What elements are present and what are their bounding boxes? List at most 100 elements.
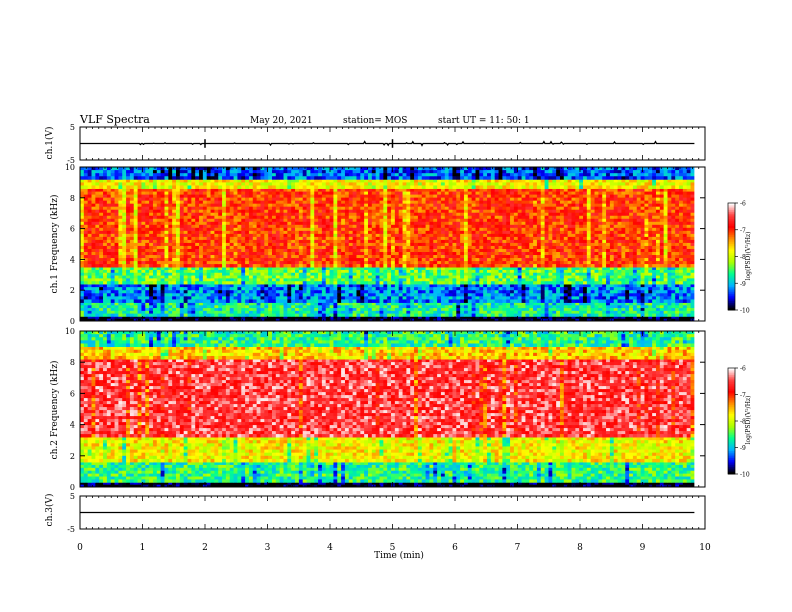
spectrogram-cell	[248, 293, 254, 297]
spectrogram-cell	[268, 267, 273, 271]
spectrogram-cell	[199, 236, 204, 241]
spectrogram-cell	[222, 296, 227, 300]
spectrogram-cell	[110, 248, 115, 253]
spectrogram-cell	[160, 230, 165, 235]
spectrogram-cell	[80, 209, 85, 214]
spectrogram-cell	[329, 293, 334, 297]
spectrogram-cell	[210, 293, 215, 297]
spectrogram-cell	[652, 267, 657, 271]
spectrogram-cell	[318, 224, 323, 229]
spectrogram-cell	[214, 197, 219, 202]
spectrogram-cell	[80, 255, 85, 259]
spectrogram-cell	[172, 245, 177, 250]
spectrogram-cell	[302, 215, 307, 220]
spectrogram-cell	[118, 197, 123, 202]
spectrogram-cell	[83, 245, 89, 250]
spectrogram-cell	[671, 299, 676, 303]
spectrogram-cell	[245, 258, 250, 262]
spectrogram-cell	[563, 313, 569, 317]
spectrogram-cell	[444, 296, 450, 300]
spectrogram-cell	[410, 296, 415, 300]
spectrogram-cell	[87, 197, 92, 202]
spectrogram-cell	[183, 224, 188, 229]
spectrogram-cell	[667, 267, 672, 271]
spectrogram-cell	[333, 258, 338, 262]
spectrogram-cell	[145, 203, 150, 208]
spectrogram-cell	[149, 313, 154, 317]
spectrogram-cell	[141, 281, 146, 285]
spectrogram-cell	[214, 299, 219, 303]
spectrogram-cell	[298, 215, 304, 220]
spectrogram-cell	[183, 233, 188, 238]
spectrogram-cell	[325, 197, 330, 202]
spectrogram-cell	[291, 245, 296, 250]
spectrogram-cell	[506, 293, 511, 297]
spectrogram-cell	[394, 287, 400, 291]
spectrogram-cell	[99, 206, 104, 211]
spectrogram-cell	[210, 308, 215, 312]
spectrogram-cell	[536, 302, 542, 306]
spectrogram-cell	[318, 302, 323, 306]
spectrogram-cell	[579, 308, 584, 312]
spectrogram-cell	[583, 290, 588, 294]
spectrogram-cell	[172, 209, 177, 214]
spectrogram-cell	[256, 310, 261, 315]
spectrogram-cell	[318, 264, 323, 268]
spectrogram-cell	[202, 206, 208, 211]
spectrogram-cell	[168, 194, 173, 199]
spectrogram-cell	[667, 296, 672, 300]
spectrogram-cell	[321, 255, 327, 259]
spectrogram-cell	[540, 287, 546, 291]
spectrogram-cell	[567, 293, 572, 297]
spectrogram-cell	[594, 275, 599, 279]
spectrogram-cell	[126, 313, 131, 317]
spectrogram-cell	[391, 290, 396, 294]
spectrogram-cell	[241, 194, 246, 199]
spectrogram-cell	[682, 278, 688, 282]
spectrogram-cell	[287, 278, 292, 282]
spectrogram-cell	[364, 293, 369, 297]
spectrogram-cell	[248, 252, 254, 256]
spectrogram-cell	[310, 269, 315, 274]
spectrogram-cell	[260, 203, 265, 208]
spectrogram-cell	[367, 269, 373, 274]
spectrogram-cell	[306, 236, 311, 241]
spectrogram-cell	[218, 224, 223, 229]
spectrogram-cell	[621, 308, 626, 312]
spectrogram-cell	[298, 313, 304, 317]
spectrogram-cell	[525, 302, 530, 306]
spectrogram-cell	[214, 188, 219, 192]
spectrogram-cell	[275, 302, 281, 306]
spectrogram-cell	[494, 278, 499, 282]
spectrogram-cell	[663, 299, 668, 303]
spectrogram-cell	[583, 267, 588, 271]
spectrogram-cell	[609, 267, 615, 271]
spectrogram-cell	[302, 197, 307, 202]
spectrogram-cell	[179, 302, 185, 306]
spectrogram-cell	[149, 299, 154, 303]
spectrogram-cell	[80, 313, 85, 317]
spectrogram-cell	[575, 267, 580, 271]
spectrogram-cell	[375, 318, 380, 322]
spectrogram-cell	[636, 290, 642, 294]
spectrogram-cell	[314, 248, 319, 253]
spectrogram-cell	[306, 242, 311, 247]
spectrogram-cell	[248, 281, 254, 285]
spectrogram-cell	[279, 293, 284, 297]
spectrogram-cell	[149, 218, 154, 223]
spectrogram-cell	[325, 227, 330, 232]
spectrogram-cell	[536, 284, 542, 288]
spectrogram-cell	[291, 242, 296, 247]
spectrogram-cell	[206, 224, 211, 229]
spectrogram-cell	[156, 305, 162, 309]
spectrogram-cell	[479, 308, 484, 312]
spectrogram-cell	[260, 313, 265, 317]
spectrogram-cell	[437, 278, 442, 282]
spectrogram-cell	[118, 218, 123, 223]
spectrogram-cell	[337, 313, 342, 317]
spectrogram-cell	[483, 290, 488, 294]
spectrogram-cell	[602, 281, 607, 285]
spectrogram-cell	[329, 310, 334, 315]
spectrogram-cell	[110, 269, 115, 274]
spectrogram-cell	[310, 261, 315, 265]
